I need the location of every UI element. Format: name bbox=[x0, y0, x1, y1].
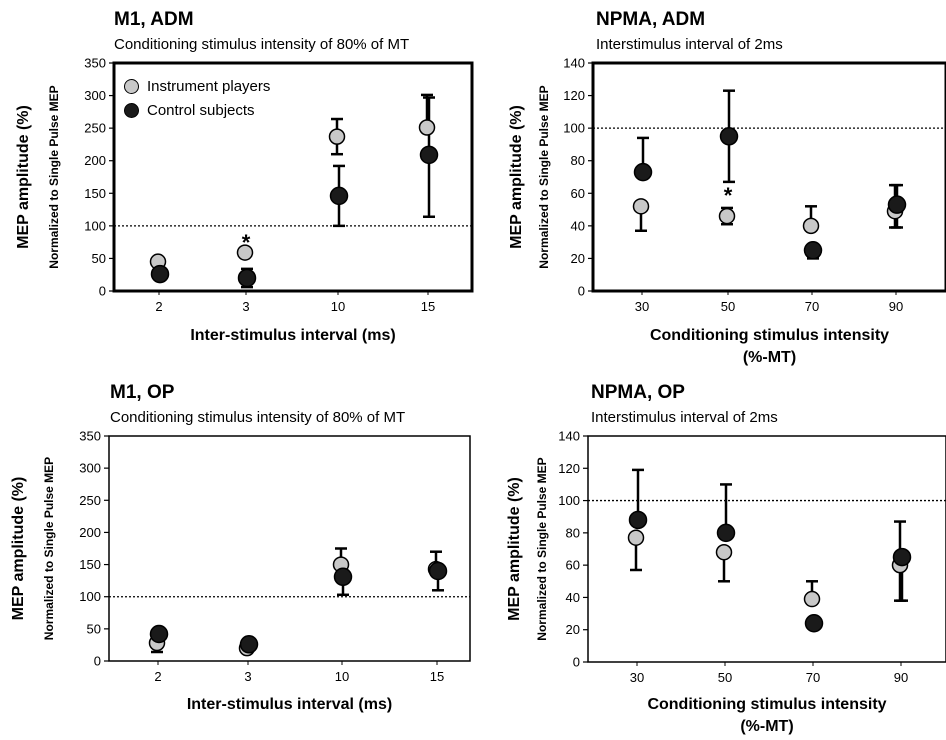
point-instrument bbox=[717, 545, 732, 560]
y-tick-label: 100 bbox=[558, 493, 580, 508]
point-control bbox=[894, 549, 911, 566]
x-axis-title: (%-MT) bbox=[740, 718, 793, 735]
point-control bbox=[806, 615, 823, 632]
y-tick-label: 140 bbox=[558, 429, 580, 444]
y-tick-label: 60 bbox=[566, 558, 580, 573]
x-tick-label: 30 bbox=[630, 670, 644, 685]
x-tick-label: 90 bbox=[894, 670, 908, 685]
y-tick-label: 40 bbox=[566, 590, 580, 605]
point-instrument bbox=[805, 592, 820, 607]
x-tick-label: 70 bbox=[806, 670, 820, 685]
y-axis-title: MEP amplitude (%) bbox=[506, 477, 523, 621]
point-control bbox=[718, 524, 735, 541]
y-tick-label: 20 bbox=[566, 622, 580, 637]
y-tick-label: 120 bbox=[558, 461, 580, 476]
x-axis-title: Conditioning stimulus intensity bbox=[647, 696, 886, 713]
y-axis-subtitle: Normalized to Single Pulse MEP bbox=[535, 457, 549, 640]
point-instrument bbox=[629, 530, 644, 545]
x-tick-label: 50 bbox=[718, 670, 732, 685]
y-tick-label: 0 bbox=[573, 655, 580, 670]
y-tick-label: 80 bbox=[566, 525, 580, 540]
point-control bbox=[630, 511, 647, 528]
